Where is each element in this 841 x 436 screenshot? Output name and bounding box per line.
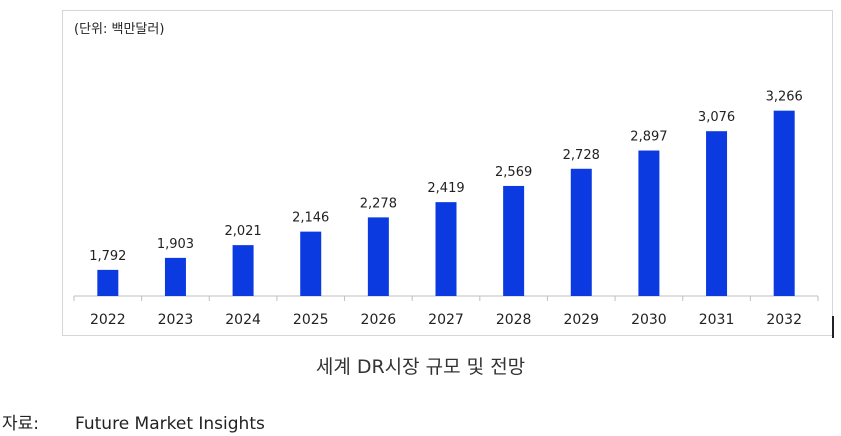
- bar: [300, 231, 322, 296]
- x-tick-label: 2022: [90, 312, 126, 328]
- x-tick-label: 2028: [496, 312, 532, 328]
- x-tick-label: 2026: [361, 312, 397, 328]
- data-label: 1,792: [89, 249, 126, 264]
- data-label: 2,146: [292, 211, 329, 226]
- data-label: 2,021: [224, 224, 261, 239]
- bar: [773, 110, 795, 296]
- x-tick-label: 2029: [563, 312, 599, 328]
- bar: [570, 168, 592, 296]
- bar: [706, 131, 728, 296]
- bar: [232, 245, 254, 296]
- source-label: 자료:: [2, 414, 40, 434]
- edge-mark: [832, 316, 834, 338]
- data-label: 2,419: [427, 181, 464, 196]
- data-label: 3,076: [698, 110, 735, 125]
- bar: [97, 269, 119, 296]
- bar: [435, 202, 457, 296]
- x-tick-label: 2025: [293, 312, 329, 328]
- x-tick-label: 2031: [699, 312, 735, 328]
- bar: [367, 217, 389, 296]
- data-label: 2,897: [630, 130, 667, 145]
- bar: [503, 185, 525, 296]
- source-line: 자료: Future Market Insights: [2, 409, 265, 434]
- x-tick-label: 2027: [428, 312, 464, 328]
- bar: [638, 150, 660, 296]
- x-tick-label: 2023: [158, 312, 194, 328]
- bar: [164, 257, 186, 296]
- chart-caption: 세계 DR시장 규모 및 전망: [315, 356, 526, 378]
- source-value: Future Market Insights: [75, 414, 265, 434]
- x-tick-label: 2030: [631, 312, 667, 328]
- bar-chart: 1,792 2022 1,903 2023 2,021 2024 2,146 2025 2,27…: [73, 90, 819, 328]
- x-tick-label: 2024: [225, 312, 261, 328]
- data-label: 3,266: [766, 90, 803, 105]
- data-label: 2,728: [563, 148, 600, 163]
- data-label: 2,278: [360, 196, 397, 211]
- x-tick-label: 2032: [766, 312, 802, 328]
- unit-label: (단위: 백만달러): [74, 22, 165, 37]
- data-label: 1,903: [157, 237, 194, 252]
- data-label: 2,569: [495, 165, 532, 180]
